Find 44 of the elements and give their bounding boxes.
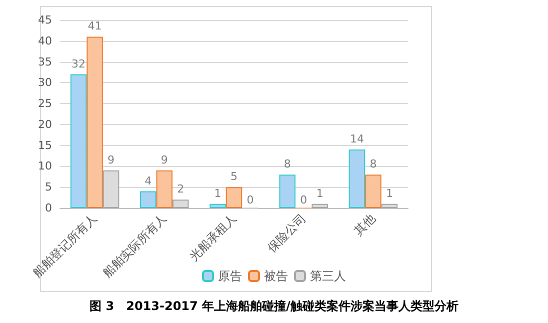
y-tick-label: 25 <box>38 97 52 110</box>
data-label: 0 <box>300 194 308 206</box>
data-label: 1 <box>316 186 324 200</box>
data-label: 8 <box>284 158 291 171</box>
bar <box>210 204 226 208</box>
y-tick-label: 40 <box>38 34 52 48</box>
bar <box>70 74 87 208</box>
x-tick-label: 其他 <box>351 211 378 238</box>
y-tick-label: 45 <box>38 14 52 26</box>
x-tick-label: 保险公司 <box>264 211 309 255</box>
bar <box>226 187 242 208</box>
bar <box>365 174 382 208</box>
data-label: 9 <box>160 153 168 166</box>
data-label: 8 <box>370 158 377 171</box>
bar <box>156 170 173 208</box>
y-tick-label: 20 <box>38 118 52 131</box>
bar <box>140 191 156 208</box>
legend-label: 第三人 <box>310 269 346 283</box>
x-tick-label: 光船承租人 <box>186 211 239 264</box>
data-label: 4 <box>144 174 152 188</box>
legend-label: 被告 <box>264 269 288 283</box>
data-label: 1 <box>214 186 222 200</box>
bar <box>86 36 103 208</box>
y-tick-label: 30 <box>38 76 52 90</box>
bar <box>381 204 398 208</box>
y-tick-label: 10 <box>38 160 52 173</box>
data-label: 14 <box>350 132 364 146</box>
data-label: 1 <box>386 186 393 200</box>
legend-label: 原告 <box>218 269 242 283</box>
data-label: 32 <box>72 57 86 70</box>
data-label: 5 <box>230 170 238 184</box>
bar <box>172 200 189 208</box>
bar <box>348 150 366 208</box>
data-label: 41 <box>88 20 102 33</box>
y-tick-label: 15 <box>38 138 52 152</box>
y-tick-label: 35 <box>38 55 52 68</box>
y-tick-label: 5 <box>45 180 52 194</box>
bar <box>279 174 296 208</box>
data-label: 9 <box>108 153 115 166</box>
data-label: 0 <box>246 194 254 206</box>
text: 图 3 2013-2017 年上海船舶碰撞/触碰类案件涉案当事人类型分析 <box>90 299 458 313</box>
x-tick-label: 船舶实际所有人 <box>100 211 170 280</box>
data-label: 2 <box>177 182 184 196</box>
bar <box>312 204 328 208</box>
